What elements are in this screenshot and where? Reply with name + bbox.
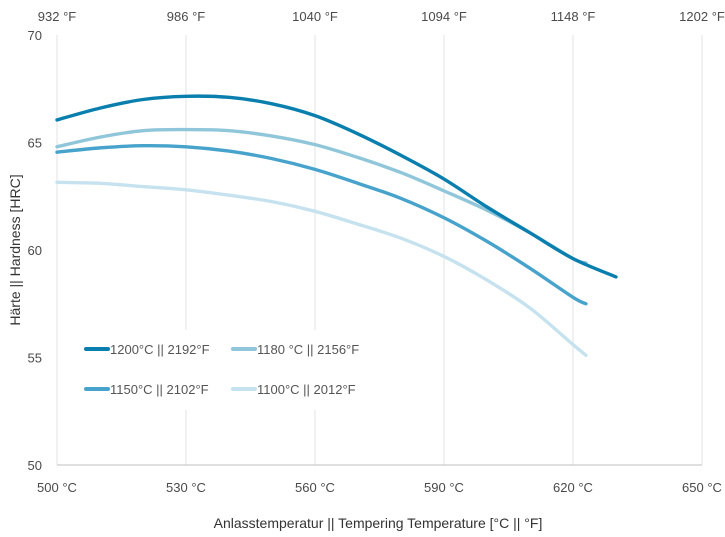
x-axis-title: Anlasstemperatur || Tempering Temperatur… — [214, 515, 543, 531]
x2-tick-label: 932 °F — [38, 9, 77, 24]
legend-background — [78, 330, 378, 410]
series-line-0 — [55, 94, 618, 279]
x-tick-label: 560 °C — [295, 480, 335, 495]
series-line-2 — [55, 143, 588, 306]
grid-layer — [56, 35, 703, 465]
x2-tick-label: 1094 °F — [421, 9, 467, 24]
series-line-3 — [55, 180, 588, 358]
legend-label: 1100°C || 2012°F — [257, 382, 356, 397]
y-tick-label: 60 — [28, 243, 42, 258]
y-tick-label: 70 — [28, 28, 42, 43]
y-axis-title: Härte || Hardness [HRC] — [7, 174, 23, 325]
y-tick-label: 65 — [28, 136, 42, 151]
tick-layer: 500 °C 932 °F 530 °C 986 °F 560 °C 1040 °F 590… — [28, 9, 725, 495]
x2-tick-label: 1202 °F — [679, 9, 725, 24]
legend-label: 1180 °C || 2156°F — [257, 342, 359, 357]
legend: 1200°C || 2192°F 1180 °C || 2156°F 1150°C … — [78, 330, 378, 410]
y-tick-label: 55 — [28, 351, 42, 366]
y-tick-label: 50 — [28, 458, 42, 473]
series-line-1 — [55, 127, 588, 265]
legend-label: 1150°C || 2102°F — [110, 382, 209, 397]
series-layer — [55, 94, 618, 358]
x2-tick-label: 1040 °F — [292, 9, 338, 24]
x-tick-label: 500 °C — [37, 480, 77, 495]
x-tick-label: 530 °C — [166, 480, 206, 495]
x-tick-label: 650 °C — [682, 480, 722, 495]
x2-tick-label: 1148 °F — [551, 9, 596, 24]
legend-label: 1200°C || 2192°F — [110, 342, 210, 357]
x2-tick-label: 986 °F — [167, 9, 206, 24]
x-tick-label: 590 °C — [424, 480, 464, 495]
x-tick-label: 620 °C — [553, 480, 593, 495]
